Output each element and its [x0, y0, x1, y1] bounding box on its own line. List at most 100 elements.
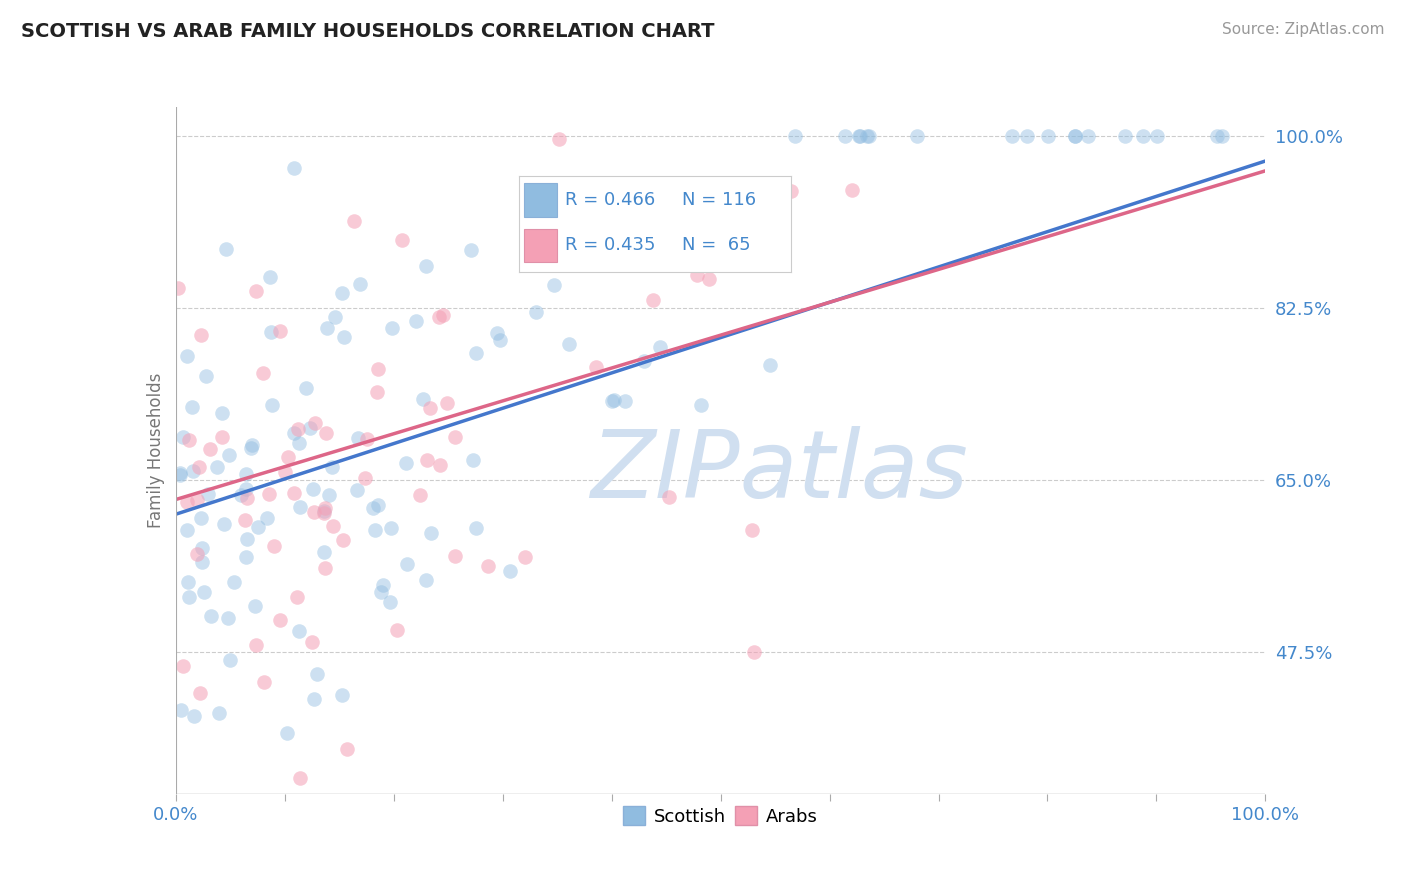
- Point: [1063, 129, 1085, 144]
- Point: [371, 578, 394, 592]
- Point: [235, 467, 257, 482]
- Point: [190, 511, 212, 525]
- Point: [298, 421, 321, 435]
- Point: [443, 429, 465, 443]
- Point: [305, 667, 328, 681]
- Point: [194, 368, 217, 383]
- Point: [177, 575, 200, 590]
- Point: [186, 493, 208, 508]
- Point: [314, 561, 336, 575]
- Point: [240, 441, 263, 455]
- Point: [689, 398, 711, 412]
- Point: [460, 243, 482, 257]
- Point: [558, 337, 581, 351]
- Point: [858, 129, 880, 144]
- Point: [855, 129, 877, 144]
- Point: [848, 129, 870, 144]
- Point: [315, 321, 337, 335]
- Point: [170, 703, 193, 717]
- Point: [489, 333, 512, 347]
- Point: [1206, 129, 1229, 144]
- Point: [785, 129, 807, 144]
- Point: [1211, 129, 1233, 144]
- Point: [1015, 129, 1038, 144]
- Point: [260, 325, 283, 339]
- Point: [283, 161, 305, 176]
- Point: [288, 436, 311, 450]
- Point: [217, 611, 239, 625]
- Point: [312, 504, 335, 518]
- Point: [1001, 129, 1024, 144]
- Point: [186, 547, 208, 561]
- Point: [276, 726, 298, 740]
- Point: [304, 416, 326, 430]
- Point: [256, 510, 278, 524]
- Point: [1114, 129, 1136, 144]
- Point: [780, 184, 803, 198]
- Point: [283, 425, 305, 440]
- Point: [172, 658, 194, 673]
- Point: [614, 393, 637, 408]
- Point: [432, 308, 454, 322]
- Point: [181, 464, 204, 478]
- Point: [193, 585, 215, 599]
- Point: [259, 270, 281, 285]
- Point: [183, 708, 205, 723]
- Point: [391, 233, 413, 247]
- Point: [396, 557, 419, 571]
- Point: [697, 272, 720, 286]
- Point: [321, 460, 343, 475]
- Point: [405, 314, 427, 328]
- Point: [361, 501, 384, 516]
- Point: [353, 471, 375, 485]
- Point: [585, 360, 607, 375]
- Point: [633, 354, 655, 368]
- Point: [288, 624, 311, 639]
- Point: [1146, 129, 1168, 144]
- Point: [197, 487, 219, 501]
- Point: [367, 498, 389, 512]
- Point: [190, 328, 212, 343]
- Point: [834, 129, 856, 144]
- Point: [370, 585, 392, 599]
- Point: [330, 688, 353, 702]
- Point: [169, 466, 191, 480]
- Point: [245, 284, 267, 298]
- Point: [612, 248, 634, 262]
- Point: [848, 129, 870, 144]
- Point: [191, 541, 214, 555]
- Point: [208, 706, 231, 720]
- Point: [641, 293, 664, 308]
- Point: [461, 453, 484, 467]
- Point: [543, 277, 565, 292]
- Point: [188, 686, 211, 700]
- Point: [343, 214, 366, 228]
- Point: [314, 507, 336, 521]
- Point: [231, 488, 253, 502]
- Point: [263, 539, 285, 553]
- Point: [346, 483, 368, 498]
- Point: [381, 321, 404, 335]
- Point: [366, 384, 388, 399]
- Point: [409, 488, 432, 502]
- Point: [367, 362, 389, 376]
- Point: [253, 674, 276, 689]
- Point: [323, 310, 346, 324]
- Point: [395, 456, 418, 470]
- Point: [219, 652, 242, 666]
- Point: [333, 329, 356, 343]
- Point: [412, 392, 434, 406]
- Point: [240, 438, 263, 452]
- Point: [364, 523, 387, 537]
- Point: [176, 494, 198, 508]
- Point: [302, 482, 325, 496]
- Point: [548, 131, 571, 145]
- Point: [1077, 129, 1099, 144]
- Point: [247, 520, 270, 534]
- Point: [546, 246, 568, 260]
- Point: [245, 639, 267, 653]
- Point: [336, 742, 359, 756]
- Point: [235, 550, 257, 565]
- Point: [436, 396, 458, 410]
- Point: [759, 358, 782, 372]
